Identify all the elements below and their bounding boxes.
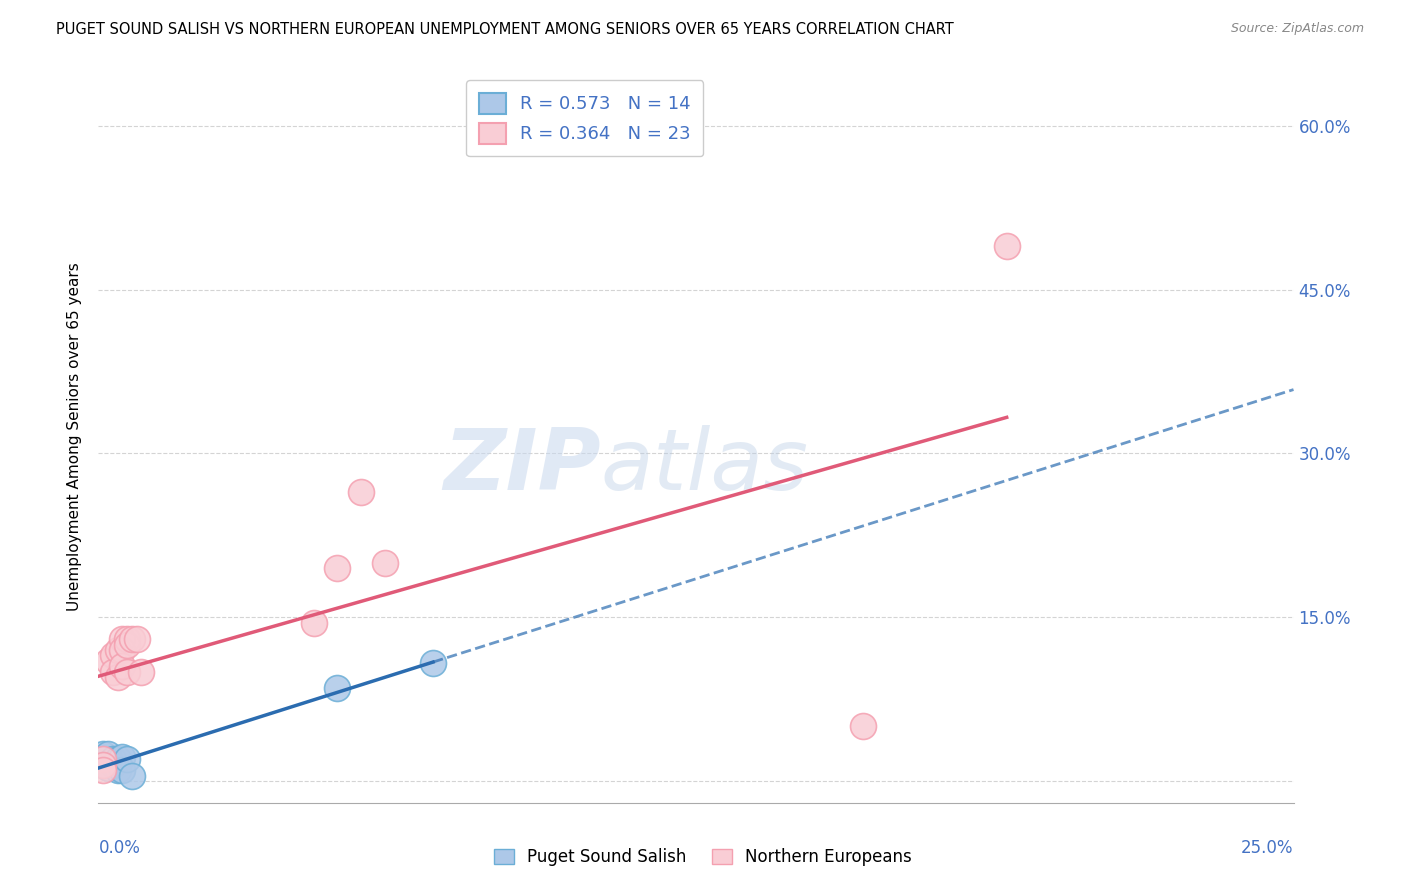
Text: PUGET SOUND SALISH VS NORTHERN EUROPEAN UNEMPLOYMENT AMONG SENIORS OVER 65 YEARS: PUGET SOUND SALISH VS NORTHERN EUROPEAN … — [56, 22, 955, 37]
Point — [995, 239, 1018, 253]
Point — [91, 757, 114, 772]
Point — [115, 752, 138, 766]
Point — [101, 752, 124, 766]
Point — [91, 763, 114, 777]
Point — [111, 659, 134, 673]
Point — [350, 484, 373, 499]
Point — [125, 632, 148, 646]
Legend: Puget Sound Salish, Northern Europeans: Puget Sound Salish, Northern Europeans — [485, 840, 921, 875]
Point — [91, 757, 114, 772]
Point — [97, 747, 120, 761]
Point — [111, 750, 134, 764]
Point — [115, 632, 138, 646]
Point — [97, 761, 120, 775]
Text: 25.0%: 25.0% — [1241, 839, 1294, 857]
Point — [852, 719, 875, 733]
Point — [91, 752, 114, 766]
Point — [121, 632, 143, 646]
Point — [302, 615, 325, 630]
Point — [107, 763, 129, 777]
Y-axis label: Unemployment Among Seniors over 65 years: Unemployment Among Seniors over 65 years — [67, 263, 83, 611]
Point — [107, 670, 129, 684]
Point — [101, 757, 124, 772]
Point — [131, 665, 153, 679]
Point — [374, 556, 396, 570]
Point — [326, 561, 349, 575]
Legend: R = 0.573   N = 14, R = 0.364   N = 23: R = 0.573 N = 14, R = 0.364 N = 23 — [465, 80, 703, 156]
Point — [111, 643, 134, 657]
Point — [111, 632, 134, 646]
Text: atlas: atlas — [600, 425, 808, 508]
Text: ZIP: ZIP — [443, 425, 600, 508]
Point — [422, 656, 444, 670]
Point — [101, 648, 124, 663]
Point — [97, 654, 120, 668]
Point — [326, 681, 349, 695]
Text: Source: ZipAtlas.com: Source: ZipAtlas.com — [1230, 22, 1364, 36]
Text: 0.0%: 0.0% — [98, 839, 141, 857]
Point — [121, 768, 143, 782]
Point — [107, 643, 129, 657]
Point — [91, 747, 114, 761]
Point — [115, 638, 138, 652]
Point — [115, 665, 138, 679]
Point — [101, 665, 124, 679]
Point — [107, 752, 129, 766]
Point — [111, 763, 134, 777]
